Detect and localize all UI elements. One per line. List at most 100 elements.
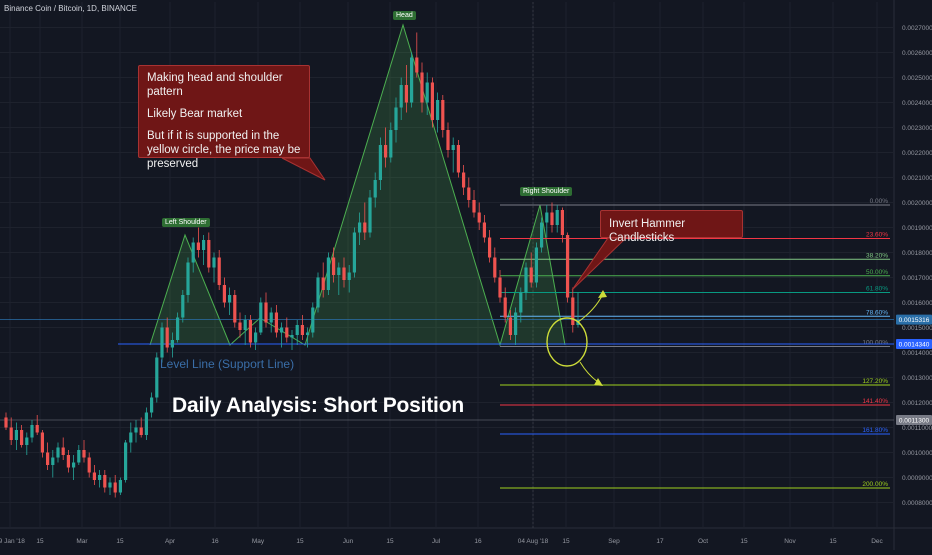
candle-body bbox=[300, 325, 304, 335]
y-tick-label: 0.0025000 bbox=[902, 75, 932, 82]
candle-body bbox=[425, 82, 429, 103]
candle-body bbox=[415, 57, 419, 73]
callout-line: Making head and shoulder pattern bbox=[147, 72, 283, 98]
x-tick-label: 15 bbox=[386, 538, 394, 545]
y-tick-label: 0.0009000 bbox=[902, 475, 932, 482]
candle-body bbox=[503, 297, 507, 318]
callout-pattern-note: Making head and shoulder pattern Likely … bbox=[138, 65, 310, 170]
candle-body bbox=[404, 85, 408, 103]
candle-body bbox=[519, 292, 523, 313]
candle-body bbox=[534, 247, 538, 283]
candle-body bbox=[170, 340, 174, 348]
x-tick-label: 29 Jan '18 bbox=[0, 538, 25, 545]
y-tick-label: 0.0015000 bbox=[902, 325, 932, 332]
x-tick-label: 15 bbox=[562, 538, 570, 545]
head-label: Head bbox=[393, 11, 416, 20]
candle-body bbox=[467, 187, 471, 200]
pattern-fill bbox=[150, 25, 565, 345]
candle-body bbox=[316, 277, 320, 308]
candle-body bbox=[92, 472, 96, 480]
fib-level-label: 50.00% bbox=[866, 269, 888, 276]
candle-body bbox=[290, 335, 294, 338]
callout-line: Likely Bear market bbox=[147, 108, 243, 120]
candle-body bbox=[373, 180, 377, 198]
fib-level-label: 100.00% bbox=[862, 340, 888, 347]
price-marker-text: 0.0011300 bbox=[899, 418, 930, 425]
upside-arrow bbox=[577, 293, 604, 323]
candle-body bbox=[472, 200, 476, 213]
candle-body bbox=[82, 450, 86, 458]
candle-body bbox=[451, 145, 455, 150]
candle-body bbox=[77, 450, 81, 463]
candle-body bbox=[150, 397, 154, 413]
callout-hammer-note: Invert Hammer Candlesticks bbox=[600, 210, 743, 244]
candle-body bbox=[134, 427, 138, 433]
fib-level-label: 23.60% bbox=[866, 232, 888, 239]
x-tick-label: Apr bbox=[165, 538, 176, 545]
candle-body bbox=[441, 100, 445, 130]
candle-body bbox=[498, 277, 502, 298]
fibonacci-retracement[interactable]: 0.00% 23.60% 38.20% 50.00% 61.80% 78.60% 100.0… bbox=[0, 198, 894, 489]
candle-body bbox=[51, 457, 55, 465]
x-tick-label: Oct bbox=[698, 538, 708, 545]
y-tick-label: 0.0014000 bbox=[902, 350, 932, 357]
fib-level-label: 200.00% bbox=[862, 481, 888, 488]
candle-body bbox=[560, 210, 564, 235]
y-tick-label: 0.0011000 bbox=[902, 425, 932, 432]
headline-text: Daily Analysis: Short Position bbox=[172, 394, 464, 417]
candle-body bbox=[4, 417, 8, 428]
candle-body bbox=[524, 267, 528, 293]
price-axis[interactable]: 0.0027000 0.0026000 0.0025000 0.0024000 0.00… bbox=[902, 25, 932, 507]
x-tick-label: 15 bbox=[116, 538, 124, 545]
candle-body bbox=[40, 432, 44, 453]
candle-body bbox=[514, 312, 518, 335]
candle-body bbox=[368, 197, 372, 233]
chart-title: Binance Coin / Bitcoin, 1D, BINANCE bbox=[4, 4, 137, 13]
right-shoulder-label: Right Shoulder bbox=[520, 187, 573, 196]
candle-body bbox=[212, 257, 216, 268]
candle-body bbox=[56, 447, 60, 458]
candle-body bbox=[326, 257, 330, 290]
y-tick-label: 0.0023000 bbox=[902, 125, 932, 132]
candle-body bbox=[477, 212, 481, 223]
candle-body bbox=[124, 442, 128, 480]
candle-body bbox=[436, 100, 440, 120]
candle-body bbox=[482, 222, 486, 238]
fib-level-label: 127.20% bbox=[862, 378, 888, 385]
candle-body bbox=[196, 242, 200, 250]
candle-body bbox=[394, 107, 398, 130]
candle-body bbox=[378, 145, 382, 180]
candle-body bbox=[311, 307, 315, 333]
left-shoulder-label: Left Shoulder bbox=[162, 218, 210, 227]
candle-body bbox=[259, 302, 263, 333]
callout-pointer bbox=[571, 237, 628, 291]
candle-body bbox=[488, 237, 492, 258]
upside-arrow-head bbox=[598, 290, 607, 298]
candle-body bbox=[420, 72, 424, 103]
candle-body bbox=[508, 317, 512, 335]
x-tick-label: May bbox=[252, 538, 265, 545]
candle-body bbox=[72, 462, 76, 468]
y-tick-label: 0.0024000 bbox=[902, 100, 932, 107]
x-tick-label: 16 bbox=[211, 538, 219, 545]
candle-body bbox=[358, 222, 362, 233]
candle-body bbox=[35, 425, 39, 433]
candle-body bbox=[202, 240, 206, 250]
candle-body bbox=[566, 235, 570, 298]
candles bbox=[4, 32, 580, 498]
fib-level-label: 141.40% bbox=[862, 398, 888, 405]
candle-body bbox=[66, 455, 70, 468]
y-tick-label: 0.0012000 bbox=[902, 400, 932, 407]
x-tick-label: 15 bbox=[36, 538, 44, 545]
candle-body bbox=[108, 482, 112, 488]
time-axis[interactable]: 29 Jan '18 15 Mar 15 Apr 16 May 15 Jun 15 Jul 16 04 … bbox=[0, 538, 884, 545]
candle-body bbox=[456, 145, 460, 173]
candle-body bbox=[363, 222, 367, 233]
candle-body bbox=[295, 325, 299, 335]
price-marker-badge bbox=[896, 314, 932, 325]
x-tick-label: Jul bbox=[432, 538, 441, 545]
candle-body bbox=[337, 267, 341, 275]
candle-body bbox=[243, 320, 247, 330]
